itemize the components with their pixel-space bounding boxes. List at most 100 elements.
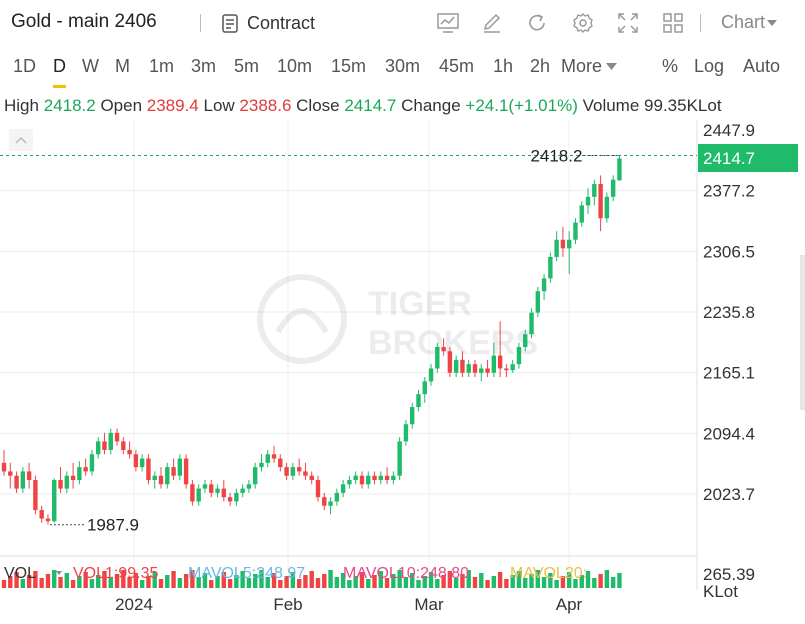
candle xyxy=(64,471,69,493)
volume-bar xyxy=(20,579,26,588)
refresh-icon[interactable] xyxy=(524,10,550,36)
candle-body xyxy=(14,475,19,489)
layout-grid-icon[interactable] xyxy=(660,10,686,36)
volume-bar xyxy=(529,574,534,588)
candle xyxy=(447,347,453,378)
volume-bar xyxy=(83,572,88,588)
candle-body xyxy=(183,458,189,485)
candle xyxy=(460,351,465,378)
candle xyxy=(340,480,346,498)
volume-bar xyxy=(523,578,528,588)
price-tick-label: 2165.1 xyxy=(703,364,755,383)
candle-body xyxy=(535,291,540,313)
vol-caret-icon[interactable] xyxy=(56,571,62,575)
volume-bar xyxy=(96,575,101,588)
candle xyxy=(259,454,264,472)
candle xyxy=(441,338,446,356)
volume-value: 99.35KLot xyxy=(644,96,722,115)
interval-30m[interactable]: 30m xyxy=(385,56,421,76)
interval-1h[interactable]: 1h xyxy=(493,56,514,76)
chart-indicator-icon[interactable] xyxy=(435,10,461,36)
candle xyxy=(177,454,183,481)
candle-body xyxy=(284,467,289,476)
candle xyxy=(158,467,164,489)
interval-bar: 1D D W M 1m 3m 5m 10m 15m 30m 45m 1h 2h … xyxy=(0,46,805,90)
fullscreen-icon[interactable] xyxy=(615,10,641,36)
candle xyxy=(102,432,107,455)
volume-bar xyxy=(45,574,51,588)
contract-button[interactable]: Contract xyxy=(222,10,315,36)
candle xyxy=(278,454,283,472)
interval-w[interactable]: W xyxy=(82,56,99,76)
interval-5m[interactable]: 5m xyxy=(234,56,260,76)
candle xyxy=(384,467,390,485)
tiger-brokers-watermark: TIGER BROKERS xyxy=(257,274,538,364)
candle-body xyxy=(234,492,239,502)
candle xyxy=(77,461,82,485)
volume-bar xyxy=(384,578,390,588)
low-value: 2388.6 xyxy=(239,96,292,115)
candle xyxy=(372,471,377,485)
candlestick-chart[interactable]: TIGER BROKERS 2447.9 2377.2 2306.5 2235.8 21… xyxy=(0,120,805,624)
candle-body xyxy=(617,158,622,181)
volume-bar xyxy=(497,572,503,588)
candle xyxy=(26,462,32,489)
volume-bar xyxy=(579,575,584,588)
volume-bar xyxy=(516,571,522,588)
settings-gear-icon[interactable] xyxy=(570,10,596,36)
candle xyxy=(221,480,226,502)
interval-1m[interactable]: 1m xyxy=(149,56,175,76)
auto-scale-toggle[interactable]: Auto xyxy=(743,56,781,76)
percent-scale-toggle[interactable]: % xyxy=(662,56,679,76)
candle xyxy=(410,402,415,429)
candle-body xyxy=(70,475,76,481)
interval-m[interactable]: M xyxy=(115,56,130,76)
right-scroll-handle[interactable] xyxy=(800,255,805,410)
open-value: 2389.4 xyxy=(146,96,199,115)
candle xyxy=(108,428,113,455)
collapse-button[interactable] xyxy=(9,129,33,151)
ohlc-info: High 2418.2 Open 2389.4 Low 2388.6 Close… xyxy=(4,96,722,116)
log-scale-toggle[interactable]: Log xyxy=(694,56,725,76)
candle xyxy=(209,480,214,498)
high-marker: 2418.2 xyxy=(530,146,619,165)
candle-body xyxy=(441,347,446,352)
interval-d[interactable]: D xyxy=(53,56,66,76)
interval-45m[interactable]: 45m xyxy=(439,56,475,76)
candle-body xyxy=(598,183,603,219)
candle-body xyxy=(196,488,201,502)
interval-1d[interactable]: 1D xyxy=(13,56,37,76)
interval-2h[interactable]: 2h xyxy=(530,56,551,76)
candle-body xyxy=(416,394,421,408)
candle-body xyxy=(209,484,214,493)
volume-bar xyxy=(221,572,226,588)
volume-bar xyxy=(52,570,57,588)
candle xyxy=(45,514,51,525)
volume-bar xyxy=(215,576,220,588)
candle-body xyxy=(152,475,157,481)
change-value: +24.1(+1.01%) xyxy=(465,96,578,115)
interval-3m[interactable]: 3m xyxy=(191,56,217,76)
candle xyxy=(353,471,358,485)
candle xyxy=(284,462,289,481)
price-axis[interactable]: 2447.9 2377.2 2306.5 2235.8 2165.1 2094.4 2023… xyxy=(703,121,755,504)
chart-type-menu[interactable]: Chart xyxy=(721,12,778,33)
volume-bar xyxy=(202,573,208,588)
close-label: Close xyxy=(296,96,340,115)
interval-10m[interactable]: 10m xyxy=(277,56,313,76)
interval-more-menu[interactable]: More xyxy=(561,56,618,77)
volume-bar xyxy=(39,578,44,588)
draw-pen-icon[interactable] xyxy=(479,10,505,36)
candle-body xyxy=(64,475,69,489)
volume-bar xyxy=(567,572,572,588)
candle xyxy=(52,478,57,523)
candle xyxy=(315,475,321,502)
volume-bar xyxy=(340,573,346,588)
volume-bar xyxy=(485,580,490,588)
volume-bar xyxy=(610,577,616,588)
volume-bar xyxy=(592,578,597,588)
volume-label: Volume xyxy=(582,96,640,115)
volume-bar xyxy=(77,576,82,588)
volume-bar xyxy=(410,573,415,588)
interval-15m[interactable]: 15m xyxy=(331,56,367,76)
